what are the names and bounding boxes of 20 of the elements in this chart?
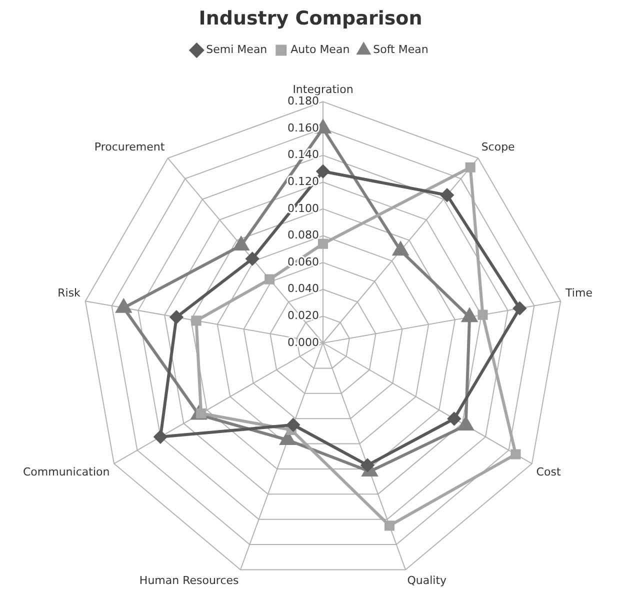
y-tick-label: 0.080 — [288, 228, 319, 242]
legend-label: Auto Mean — [290, 43, 350, 56]
spoke-label: Quality — [407, 574, 448, 587]
y-tick-label: 0.060 — [288, 255, 319, 268]
legend-label: Semi Mean — [206, 43, 268, 56]
legend-label: Soft Mean — [373, 43, 428, 56]
spoke-label: Communication — [22, 466, 110, 479]
y-tick-label: 0.180 — [288, 94, 319, 108]
spoke-label: Scope — [481, 140, 516, 154]
y-tick-label: 0.000 — [288, 336, 319, 349]
y-tick-label: 0.040 — [288, 282, 319, 296]
spoke-label: Procurement — [94, 140, 166, 154]
chart-title: Industry Comparison — [198, 7, 422, 30]
y-tick-label: 0.160 — [288, 121, 319, 134]
spoke-label: Cost — [536, 466, 562, 479]
spoke-label: Integration — [292, 82, 354, 96]
spoke-label: Human Resources — [139, 574, 240, 587]
spoke-label: Time — [564, 286, 593, 300]
spoke-label: Risk — [58, 286, 82, 300]
y-tick-label: 0.020 — [288, 309, 319, 322]
